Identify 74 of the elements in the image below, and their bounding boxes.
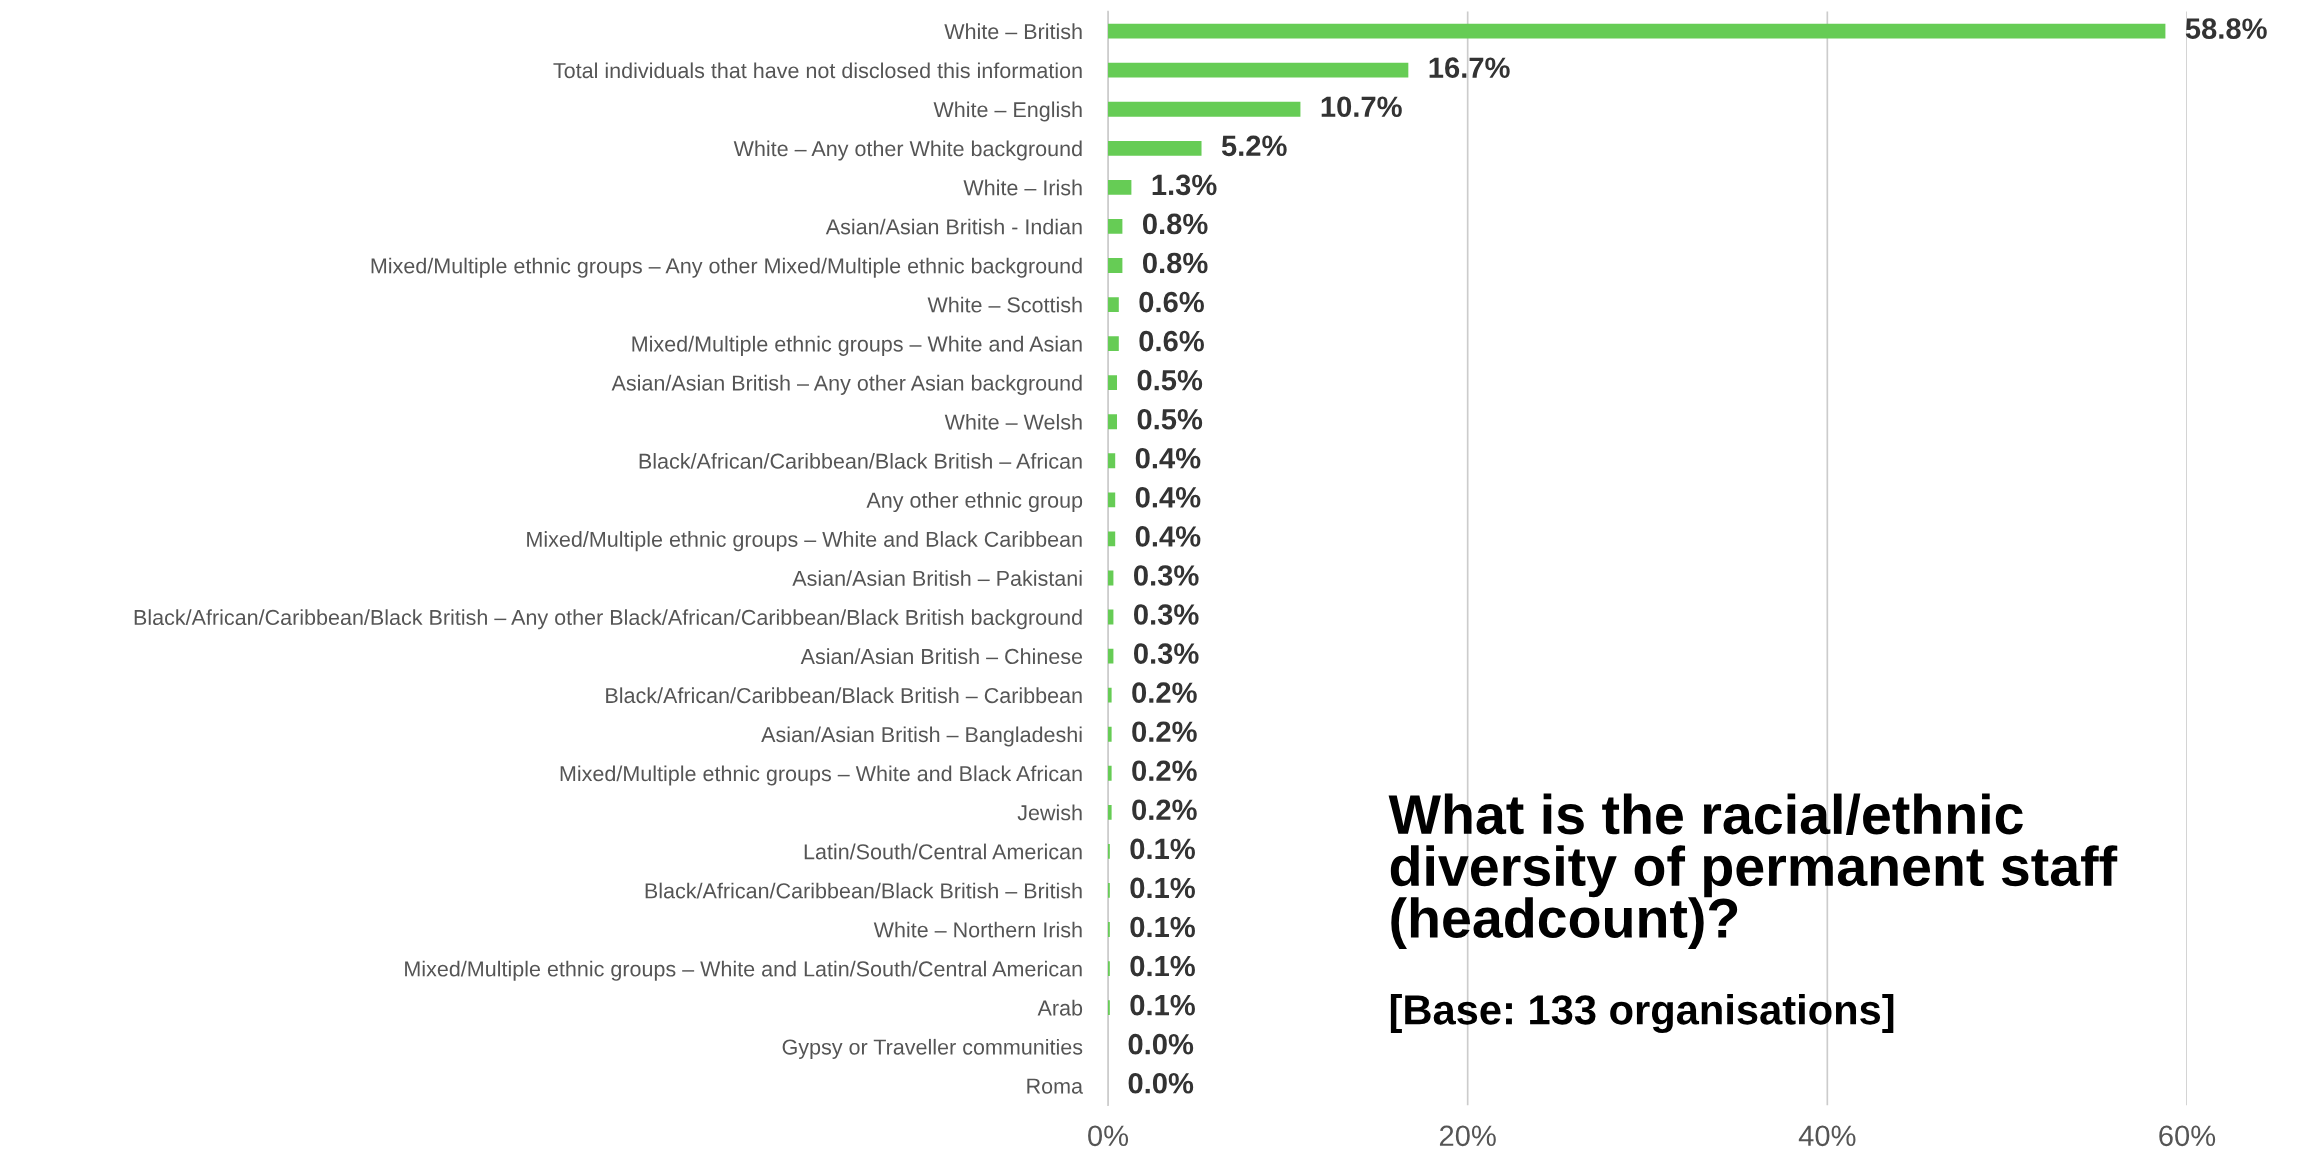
data-label: 0.4% [1135, 487, 1201, 508]
data-label: 58.8% [2185, 18, 2267, 39]
y-tick-label: Asian/Asian British - Indian [825, 218, 1082, 235]
bar [1108, 258, 1123, 273]
y-tick-label: Mixed/Multiple ethnic groups – White and Black African [560, 765, 1082, 786]
data-label: 0.2% [1132, 721, 1197, 743]
x-tick-label: 0% [1088, 1125, 1129, 1147]
bar [1108, 179, 1132, 195]
y-tick-label: Arab [1037, 999, 1083, 1016]
data-label: 5.2% [1221, 135, 1287, 157]
data-label: 0.1% [1130, 877, 1195, 899]
data-label: 1.3% [1152, 174, 1217, 196]
data-label: 16.7% [1429, 57, 1510, 79]
data-label: 0.6% [1139, 330, 1204, 352]
y-tick-label: White – Scottish [927, 296, 1082, 313]
y-tick-label: White – Welsh [944, 413, 1082, 430]
y-tick-label: Jewish [1017, 804, 1082, 821]
data-label: 0.3% [1134, 604, 1199, 625]
x-tick-label: 40% [1798, 1125, 1856, 1147]
bar [1108, 219, 1123, 234]
y-tick-label: White – Irish [963, 179, 1082, 196]
bar [1108, 336, 1119, 352]
data-label: 0.1% [1130, 838, 1195, 860]
y-tick-label: Asian/Asian British – Any other Asian background [611, 374, 1082, 395]
y-tick-label: Any other ethnic group [866, 492, 1083, 513]
y-tick-label: White – British [944, 23, 1082, 40]
data-label: 0.1% [1130, 955, 1195, 977]
data-label: 0.4% [1135, 447, 1201, 469]
y-tick-label: Roma [1027, 1078, 1084, 1094]
y-tick-label: Gypsy or Traveller communities [782, 1038, 1083, 1059]
bar [1108, 62, 1409, 78]
text: What is the racial/ethnic diversity of permanent staff (headcount)? [1388, 793, 2118, 949]
data-label: 0.4% [1135, 526, 1201, 547]
y-tick-label: Asian/Asian British – Chinese [800, 648, 1083, 665]
data-label: 0.0% [1128, 1072, 1194, 1094]
data-label: 0.5% [1137, 408, 1203, 430]
y-tick-label: Mixed/Multiple ethnic groups – Any other Mixed/Multiple ethnic background [371, 257, 1082, 278]
bar [1108, 726, 1112, 742]
y-tick-label: Black/African/Caribbean/Black British – British [645, 882, 1082, 899]
bar [1108, 375, 1117, 391]
data-label: 0.5% [1137, 369, 1203, 391]
bar [1108, 414, 1117, 430]
y-tick-label: Asian/Asian British – Bangladeshi [761, 726, 1082, 747]
x-tick-label: 60% [2159, 1125, 2216, 1147]
bar [1108, 23, 2166, 39]
data-label: 0.2% [1132, 760, 1197, 782]
data-label: 0.2% [1132, 682, 1197, 703]
y-tick-label: Mixed/Multiple ethnic groups – White and Latin/South/Central American [405, 960, 1082, 981]
data-label: 0.1% [1130, 916, 1195, 938]
data-label: 0.3% [1134, 643, 1199, 664]
y-tick-label: Mixed/Multiple ethnic groups – White and Asian [632, 335, 1082, 356]
y-tick-label: Asian/Asian British – Pakistani [792, 570, 1082, 586]
y-tick-label: Black/African/Caribbean/Black British – Caribbean [606, 687, 1082, 704]
data-label: 10.7% [1321, 96, 1402, 118]
y-tick-label: Total individuals that have not disclosed this information [553, 62, 1082, 79]
data-label: 0.0% [1128, 1033, 1194, 1055]
data-label: 0.8% [1143, 252, 1208, 274]
y-tick-label: White – English [933, 101, 1082, 122]
y-tick-label: White – Northern Irish [873, 921, 1082, 938]
bar [1108, 101, 1301, 117]
bar [1108, 297, 1119, 312]
text: [Base: 133 organisations] [1390, 994, 1894, 1034]
y-tick-label: White – Any other White background [733, 140, 1082, 161]
y-tick-label: Black/African/Caribbean/Black British – African [639, 452, 1082, 469]
bar [1108, 140, 1202, 156]
data-label: 0.6% [1139, 291, 1204, 313]
data-label: 0.1% [1130, 994, 1195, 1016]
data-label: 0.3% [1134, 565, 1199, 586]
data-label: 0.2% [1132, 799, 1197, 821]
data-label: 0.8% [1143, 213, 1208, 235]
y-tick-label: Black/African/Caribbean/Black British – Any other Black/African/Caribbean/Black British background [134, 609, 1082, 630]
x-tick-label: 20% [1439, 1125, 1496, 1147]
y-tick-label: Latin/South/Central American [804, 843, 1082, 860]
y-tick-label: Mixed/Multiple ethnic groups – White and Black Caribbean [527, 531, 1082, 552]
